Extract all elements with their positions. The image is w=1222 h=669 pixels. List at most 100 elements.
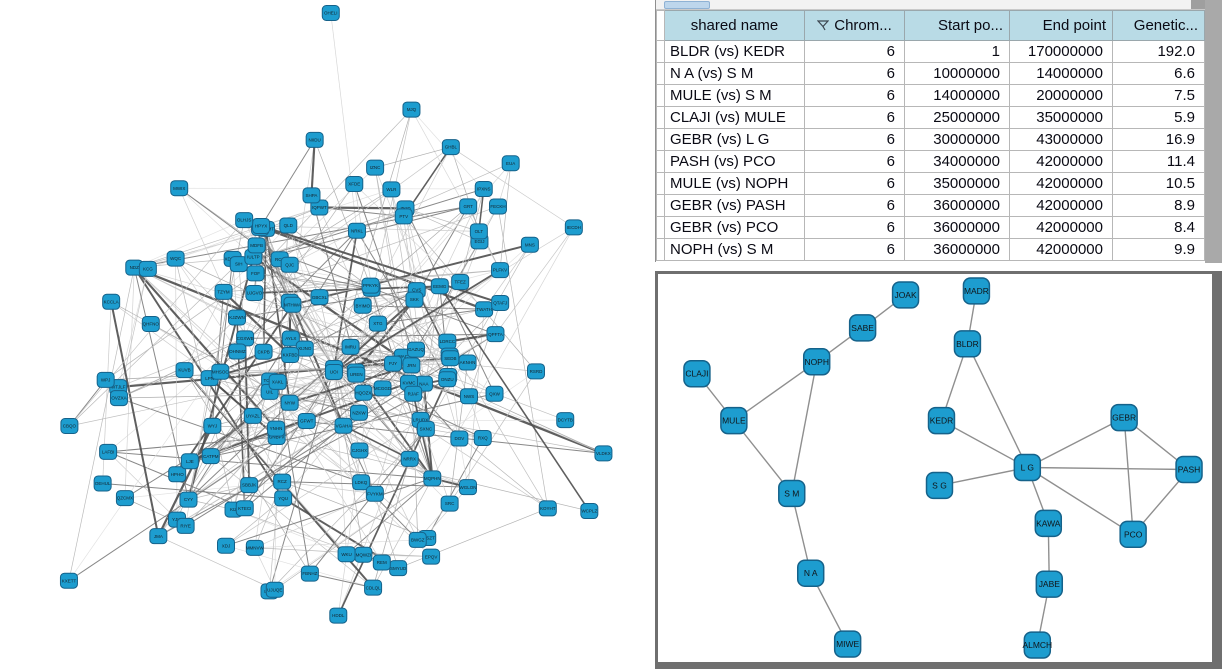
network-edge[interactable] [133,266,604,455]
network-node[interactable]: NZKW [349,404,368,421]
network-edge[interactable] [184,291,224,371]
network-node[interactable]: LAFBI [99,443,118,460]
column-header-genetic[interactable]: Genetic... [1112,10,1205,41]
network-edge[interactable] [289,285,371,303]
network-edge[interactable] [102,482,284,499]
subnetwork-node[interactable]: MULE [720,406,748,435]
cell-value[interactable]: 30000000 [904,128,1010,151]
network-edge[interactable] [290,354,357,375]
cell-shared-name[interactable]: PASH (vs) PCO [664,150,805,173]
cell-value[interactable]: 36000000 [904,238,1010,261]
cell-value[interactable]: 14000000 [1009,62,1113,85]
network-node[interactable]: GAZUQ [407,341,426,358]
network-node[interactable]: UREN [347,366,366,383]
subnetwork-node[interactable]: MADR [962,277,991,305]
network-node[interactable]: OEHUL [93,475,112,492]
column-header-start-point[interactable]: Start po... [904,10,1010,41]
network-edge[interactable] [179,187,484,190]
cell-shared-name[interactable]: MULE (vs) S M [664,84,805,107]
network-node[interactable]: UJGVO [245,285,264,302]
network-node[interactable]: LDKQ [352,474,371,491]
table-row[interactable]: MULE (vs) S M 6 14000000 20000000 7.5 [656,84,1205,107]
network-node[interactable]: MQWZI [354,546,373,563]
network-edge[interactable] [289,230,358,266]
network-node[interactable]: RCZ [273,473,292,490]
subnetwork-node[interactable]: MIWE [833,630,862,658]
cell-value[interactable]: 6 [804,128,905,151]
network-node[interactable]: WKU [337,546,356,563]
subnetwork-node[interactable]: S G [925,471,954,500]
network-edge[interactable] [355,109,412,372]
network-edge[interactable] [68,363,394,582]
network-node[interactable]: QHFNO [141,315,160,332]
cell-value[interactable]: 8.9 [1112,194,1205,217]
network-edge[interactable] [370,285,450,356]
cell-shared-name[interactable]: N A (vs) S M [664,62,805,85]
cell-value[interactable]: 6 [804,106,905,129]
network-edge[interactable] [233,380,271,510]
network-node[interactable]: MJQ [402,101,421,118]
network-edge[interactable] [233,349,417,510]
cell-shared-name[interactable]: NOPH (vs) S M [664,238,805,261]
network-node[interactable]: TWATH [475,301,494,318]
network-edge[interactable] [337,323,379,616]
network-edge[interactable] [468,395,604,454]
network-edge[interactable] [289,146,452,266]
network-node[interactable]: NYW [280,394,299,411]
network-edge[interactable] [282,481,428,539]
network-edge[interactable] [185,428,277,527]
network-edge[interactable] [118,392,364,399]
network-edge[interactable] [118,369,185,399]
cell-value[interactable]: 34000000 [904,150,1010,173]
table-row[interactable]: BLDR (vs) KEDR 6 1 170000000 192.0 [656,40,1205,63]
network-node[interactable]: WPJ [96,371,115,388]
network-edge[interactable] [374,167,410,383]
overview-network-panel[interactable]: OHELINRKLRMHMQPHNNDZZKIDLPNKOYHTGNBFVKJZ… [0,0,655,669]
network-node[interactable]: PPKYK [361,277,380,294]
network-node[interactable]: QPFTA [486,326,505,343]
network-edge[interactable] [277,371,334,383]
network-edge[interactable] [333,367,419,541]
network-edge[interactable] [259,139,316,229]
subnetwork-node[interactable]: NOPH [802,348,831,376]
network-edge[interactable] [330,12,358,231]
network-edge[interactable] [409,371,537,460]
network-edge[interactable] [405,208,479,232]
cell-shared-name[interactable]: CLAJI (vs) MULE [664,106,805,129]
network-edge[interactable] [290,308,485,356]
network-node[interactable]: MQPHN [423,470,442,487]
cell-value[interactable]: 11.4 [1112,150,1205,173]
network-edge[interactable] [497,206,549,509]
subnetwork-node[interactable]: GEBR [1110,403,1138,432]
subnetwork-node[interactable]: N A [796,559,825,587]
scrollbar-thumb[interactable] [664,1,710,9]
subnetwork-node[interactable]: KEDR [927,406,956,435]
network-edge[interactable] [289,264,360,413]
network-edge[interactable] [184,369,347,555]
network-node[interactable]: KJZWN [228,309,247,326]
network-node[interactable]: TFEZ [451,274,470,291]
cell-shared-name[interactable]: BLDR (vs) KEDR [664,40,805,63]
network-node[interactable]: LJE [180,453,199,470]
cell-value[interactable]: 43000000 [1009,128,1113,151]
cell-value[interactable]: 6 [804,172,905,195]
cell-value[interactable]: 10000000 [904,62,1010,85]
network-node[interactable]: JRN [402,357,421,374]
network-node[interactable]: SHPA [302,187,321,204]
network-edge[interactable] [290,354,451,359]
network-node[interactable]: KXFBD [281,346,300,363]
network-node[interactable]: KUVB [175,362,194,379]
network-edge[interactable] [450,146,575,228]
table-row[interactable]: GEBR (vs) PCO 6 36000000 42000000 8.4 [656,216,1205,239]
cell-value[interactable]: 36000000 [904,194,1010,217]
network-node[interactable]: PTV [394,208,413,225]
network-node[interactable]: XDJ [217,537,236,554]
network-edge[interactable] [108,451,433,479]
network-edge[interactable] [210,420,307,457]
network-node[interactable]: QJC [280,256,299,273]
cell-value[interactable]: 42000000 [1009,150,1113,173]
network-node[interactable]: KOYHT [538,500,557,517]
network-edge[interactable] [107,451,178,520]
network-edge[interactable] [220,289,417,373]
network-edge[interactable] [179,187,448,380]
